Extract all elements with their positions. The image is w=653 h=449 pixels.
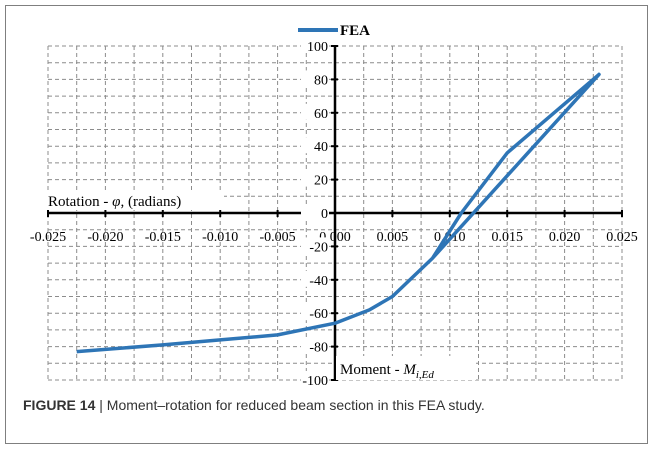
x-tick-label: -0.010 xyxy=(202,230,238,245)
y-tick-label-bg xyxy=(301,70,329,87)
y-tick-label: 80 xyxy=(314,73,328,88)
y-tick-label-bg xyxy=(301,304,329,321)
x-axis-label: Rotation - φ, (radians) xyxy=(46,192,224,210)
y-tick-label: -80 xyxy=(309,341,328,356)
y-axis-label-text: Moment - Mi,Ed xyxy=(340,362,434,381)
x-tick-label: -0.005 xyxy=(260,230,296,245)
x-tick-label: 0.020 xyxy=(549,230,581,245)
x-tick-label: 0.025 xyxy=(606,230,638,245)
y-tick-label: 20 xyxy=(314,174,328,189)
y-tick-label-bg xyxy=(301,204,329,220)
y-axis-label: Moment - Mi,Ed xyxy=(336,356,476,381)
y-tick-label: 100 xyxy=(307,40,328,55)
y-tick-label: 0 xyxy=(321,207,328,222)
chart-frame xyxy=(5,5,648,444)
x-tick-label: -0.020 xyxy=(87,230,123,245)
figure-label: FIGURE 14 xyxy=(23,397,96,413)
y-tick-label: -20 xyxy=(309,240,328,255)
tick-labels: -0.025 -0.020 -0.015 -0.010 -0.005 0.000 0.005… xyxy=(30,37,638,389)
x-tick-label: -0.015 xyxy=(145,230,181,245)
legend-label-fea: FEA xyxy=(340,23,370,39)
x-tick-label: 0.015 xyxy=(491,230,523,245)
y-tick-label-bg xyxy=(301,270,329,287)
y-tick-label-bg xyxy=(301,337,329,354)
y-tick-label-bg xyxy=(301,371,329,387)
y-tick-label: -40 xyxy=(309,274,328,289)
x-axis-label-text: Rotation - φ, (radians) xyxy=(48,194,181,210)
axes xyxy=(47,45,623,381)
figure-caption-text: | Moment–rotation for reduced beam secti… xyxy=(99,397,485,413)
x-tick-label: 0.005 xyxy=(377,230,409,245)
y-tick-label-bg xyxy=(301,103,329,120)
y-tick-label: 40 xyxy=(314,140,328,155)
x-tick-label: -0.025 xyxy=(30,230,66,245)
legend: FEA xyxy=(298,23,370,39)
y-tick-label: -100 xyxy=(302,374,328,389)
series-layer xyxy=(76,72,601,354)
y-tick-label: -60 xyxy=(309,307,328,322)
figure-caption: FIGURE 14 | Moment–rotation for reduced … xyxy=(23,397,643,413)
y-tick-label: 60 xyxy=(314,107,328,122)
y-tick-label-bg xyxy=(301,237,329,254)
y-tick-label-bg xyxy=(301,170,329,187)
y-tick-label-bg xyxy=(301,37,329,53)
y-tick-label-bg xyxy=(301,137,329,154)
